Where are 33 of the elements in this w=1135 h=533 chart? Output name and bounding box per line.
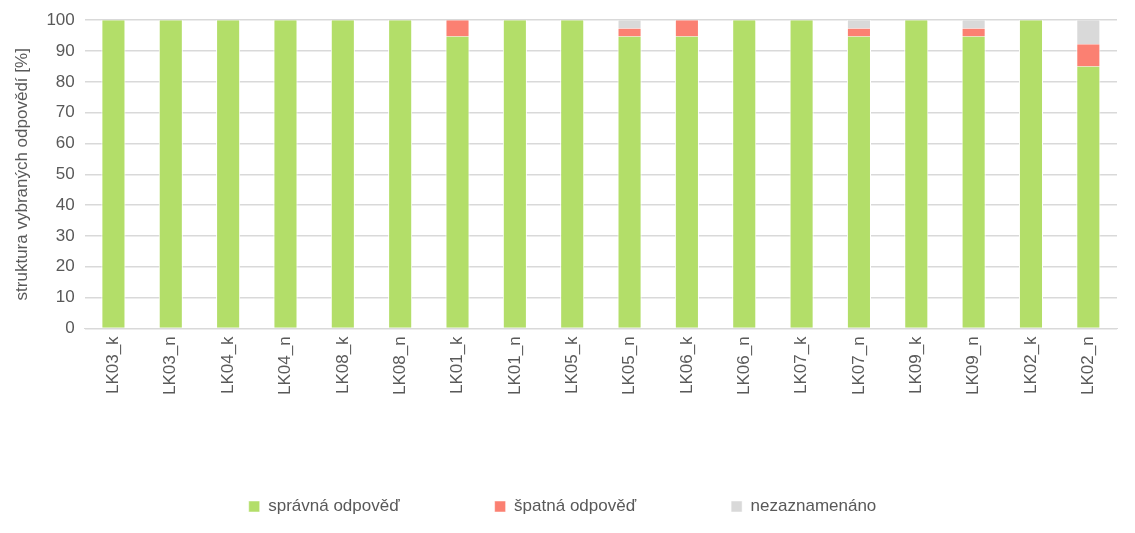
y-tick-label: 30 [55, 225, 75, 245]
x-tick-label: LK02_k [1020, 335, 1040, 395]
x-tick-label: LK03_n [160, 336, 180, 396]
y-tick-label: 70 [55, 102, 75, 122]
y-tick-label: 20 [55, 256, 75, 276]
x-tick-label: LK09_n [963, 336, 983, 396]
x-tick-label: LK01_n [504, 336, 524, 396]
y-tick-label: 10 [55, 287, 75, 307]
x-tick-label: LK04_n [275, 336, 295, 396]
legend-label: správná odpověď [268, 496, 401, 516]
x-tick-label: LK03_k [103, 335, 123, 395]
y-tick-label: 40 [55, 194, 75, 214]
x-tick-label: LK04_k [217, 335, 237, 395]
x-tick-label: LK01_k [447, 335, 467, 395]
y-tick-label: 50 [55, 163, 75, 183]
x-tick-label: LK05_k [561, 335, 581, 395]
legend-label: špatná odpověď [514, 496, 637, 516]
x-tick-label: LK07_k [791, 335, 811, 395]
x-tick-label: LK06_n [733, 336, 753, 396]
x-tick-label: LK06_k [676, 335, 696, 395]
y-tick-label: 0 [65, 318, 75, 338]
y-tick-label: 80 [55, 71, 75, 91]
y-tick-label: 100 [46, 9, 75, 29]
x-tick-label: LK08_k [332, 335, 352, 395]
x-tick-label: LK07_n [848, 336, 868, 396]
y-axis-title: struktura vybraných odpovědí [%] [11, 48, 31, 301]
x-tick-label: LK02_n [1078, 336, 1098, 396]
x-tick-label: LK05_n [619, 336, 639, 396]
x-tick-label: LK09_k [905, 335, 925, 395]
y-tick-label: 60 [55, 133, 75, 153]
y-tick-label: 90 [55, 40, 75, 60]
x-tick-label: LK08_n [389, 336, 409, 396]
legend-label: nezaznamenáno [750, 496, 877, 516]
